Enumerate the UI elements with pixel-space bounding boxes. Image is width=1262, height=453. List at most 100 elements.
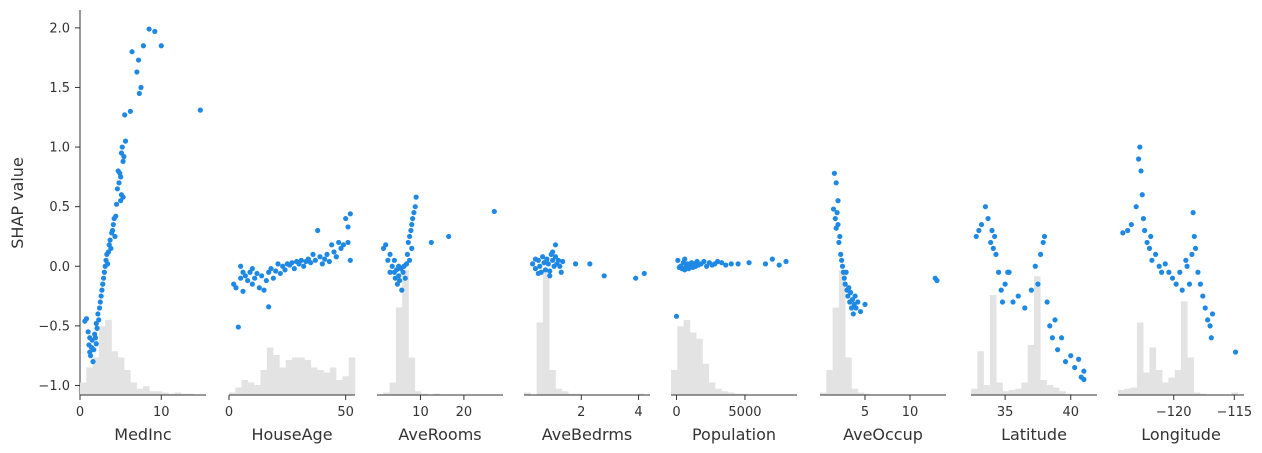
scatter-point bbox=[746, 260, 752, 266]
scatter-point bbox=[266, 304, 272, 310]
scatter-point bbox=[93, 341, 99, 347]
x-tick-label: 50 bbox=[337, 405, 354, 420]
x-tick-label: 40 bbox=[1062, 405, 1079, 420]
histogram-bar bbox=[1002, 391, 1010, 395]
histogram-bar bbox=[1149, 347, 1157, 395]
histogram-bar bbox=[235, 387, 242, 395]
scatter-point bbox=[326, 258, 332, 265]
scatter-point bbox=[391, 257, 397, 263]
x-axis-label: Population bbox=[692, 425, 776, 444]
scatter-point bbox=[345, 224, 351, 230]
y-tick-label: 0.0 bbox=[49, 260, 70, 275]
histogram-bar bbox=[389, 382, 397, 395]
scatter-point bbox=[1044, 299, 1050, 305]
scatter-point bbox=[776, 262, 782, 268]
histogram-bar bbox=[161, 392, 169, 395]
histogram-bar bbox=[683, 320, 691, 395]
scatter-point bbox=[406, 233, 413, 240]
scatter-point bbox=[340, 242, 346, 248]
scatter-point bbox=[1179, 287, 1185, 293]
scatter-point bbox=[343, 215, 349, 222]
x-tick-label: 10 bbox=[153, 405, 170, 420]
scatter-point bbox=[723, 262, 729, 268]
scatter-point bbox=[1207, 323, 1213, 329]
histogram-bar bbox=[86, 367, 93, 395]
histogram-bar bbox=[555, 388, 563, 395]
scatter-point bbox=[848, 289, 854, 296]
scatter-point bbox=[1047, 323, 1053, 329]
scatter-point bbox=[1081, 368, 1087, 374]
panel-longitude: −120 −115 Longitude bbox=[1118, 144, 1252, 444]
panel-houseage: 0 50 HouseAge bbox=[225, 211, 356, 444]
scatter-point bbox=[853, 305, 859, 311]
scatter-point bbox=[849, 297, 856, 303]
scatter-point bbox=[347, 211, 353, 217]
scatter-point bbox=[249, 281, 255, 287]
scatter-point bbox=[291, 266, 297, 272]
scatter-point bbox=[256, 285, 262, 291]
scatter-point bbox=[547, 273, 553, 279]
scatter-point bbox=[852, 293, 858, 299]
histogram-bar bbox=[971, 388, 978, 395]
histogram-bar bbox=[1046, 385, 1054, 395]
panel-latitude: 35 40 Latitude bbox=[971, 204, 1097, 444]
scatter-point bbox=[633, 275, 639, 281]
scatter-point bbox=[673, 313, 680, 319]
scatter-point bbox=[540, 254, 546, 260]
scatter-point bbox=[1152, 251, 1159, 257]
histogram-bar bbox=[989, 295, 997, 395]
scatter-point bbox=[404, 251, 411, 257]
histogram-bar bbox=[983, 385, 991, 395]
scatter-point bbox=[762, 261, 769, 267]
scatter-point bbox=[396, 277, 403, 284]
scatter-point bbox=[136, 90, 142, 97]
scatter-point bbox=[1173, 281, 1179, 287]
scatter-point bbox=[254, 270, 260, 277]
scatter-point bbox=[1202, 305, 1208, 311]
histogram-bar bbox=[996, 382, 1003, 395]
scatter-point bbox=[535, 270, 541, 277]
scatter-point bbox=[100, 281, 106, 287]
scatter-point bbox=[410, 215, 416, 222]
scatter-point bbox=[409, 245, 415, 251]
scatter-point bbox=[402, 275, 408, 281]
histogram-bar bbox=[98, 326, 106, 395]
scatter-point bbox=[1162, 261, 1168, 267]
histogram-bar bbox=[702, 363, 710, 395]
histogram-bar bbox=[857, 392, 865, 395]
scatter-point bbox=[413, 194, 419, 200]
scatter-point bbox=[315, 227, 321, 234]
scatter-point bbox=[1062, 359, 1069, 365]
scatter-point bbox=[547, 268, 553, 274]
histogram-bar bbox=[1162, 382, 1169, 395]
scatter-point bbox=[1159, 269, 1165, 275]
scatter-point bbox=[836, 239, 842, 246]
scatter-point bbox=[387, 269, 393, 275]
panel-averooms: 10 20 AveRooms bbox=[377, 194, 503, 444]
histogram-bar bbox=[336, 380, 343, 395]
scatter-point bbox=[973, 233, 979, 240]
scatter-point bbox=[1191, 233, 1197, 240]
scatter-point bbox=[560, 258, 566, 265]
scatter-point bbox=[1049, 335, 1055, 341]
scatter-point bbox=[87, 353, 94, 359]
scatter-point bbox=[1190, 210, 1196, 216]
scatter-point bbox=[406, 257, 413, 263]
histogram-bar bbox=[342, 376, 349, 395]
y-tick-label: −0.5 bbox=[38, 319, 70, 334]
histogram-bar bbox=[187, 393, 194, 395]
x-tick-label: 0 bbox=[672, 405, 680, 420]
scatter-point bbox=[999, 299, 1006, 305]
scatter-point bbox=[532, 266, 539, 272]
scatter-point bbox=[988, 239, 994, 246]
scatter-point bbox=[1035, 281, 1041, 287]
scatter-point bbox=[995, 269, 1002, 275]
scatter-point bbox=[1156, 263, 1162, 269]
scatter-point bbox=[387, 251, 393, 257]
scatter-point bbox=[97, 299, 103, 305]
scatter-point bbox=[992, 233, 998, 240]
scatter-point bbox=[108, 245, 114, 251]
histogram-bar bbox=[561, 391, 569, 395]
scatter-point bbox=[537, 263, 543, 269]
